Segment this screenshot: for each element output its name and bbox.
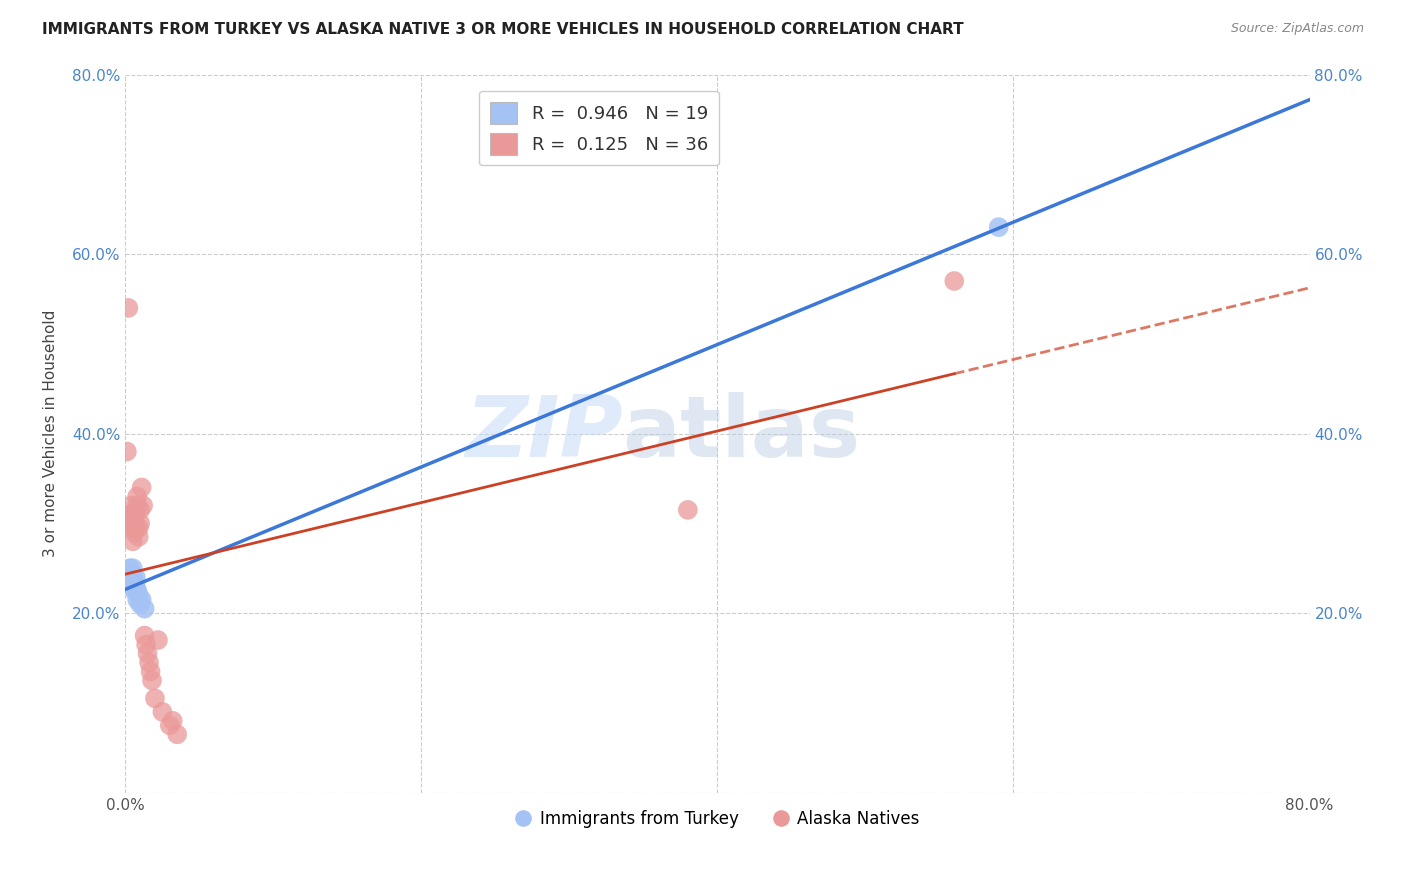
Point — [128, 521, 150, 535]
Point — [128, 530, 150, 544]
Point — [987, 220, 1010, 235]
Point — [135, 638, 157, 652]
Point — [131, 480, 153, 494]
Point — [134, 629, 156, 643]
Point — [127, 499, 149, 513]
Point — [943, 274, 966, 288]
Point — [122, 516, 145, 531]
Text: Source: ZipAtlas.com: Source: ZipAtlas.com — [1230, 22, 1364, 36]
Point — [139, 665, 162, 679]
Point — [129, 503, 152, 517]
Point — [127, 490, 149, 504]
Point — [129, 597, 152, 611]
Point — [127, 583, 149, 598]
Point — [118, 566, 141, 580]
Point — [121, 561, 143, 575]
Legend: Immigrants from Turkey, Alaska Natives: Immigrants from Turkey, Alaska Natives — [509, 804, 927, 835]
Point — [121, 570, 143, 584]
Text: ZIP: ZIP — [465, 392, 623, 475]
Point — [125, 508, 148, 522]
Point — [150, 705, 173, 719]
Point — [115, 444, 138, 458]
Point — [125, 579, 148, 593]
Point — [162, 714, 184, 728]
Point — [132, 499, 155, 513]
Point — [118, 508, 141, 522]
Point — [121, 534, 143, 549]
Point — [120, 574, 142, 589]
Point — [138, 656, 160, 670]
Point — [122, 525, 145, 540]
Point — [131, 592, 153, 607]
Point — [125, 570, 148, 584]
Point — [120, 499, 142, 513]
Point — [118, 516, 141, 531]
Point — [125, 521, 148, 535]
Point — [121, 579, 143, 593]
Point — [134, 601, 156, 615]
Point — [143, 691, 166, 706]
Point — [159, 718, 181, 732]
Point — [121, 521, 143, 535]
Point — [146, 633, 169, 648]
Y-axis label: 3 or more Vehicles in Household: 3 or more Vehicles in Household — [44, 310, 58, 558]
Point — [122, 574, 145, 589]
Point — [129, 516, 152, 531]
Point — [127, 592, 149, 607]
Point — [141, 673, 163, 688]
Point — [676, 503, 699, 517]
Point — [120, 508, 142, 522]
Text: atlas: atlas — [623, 392, 860, 475]
Point — [118, 561, 141, 575]
Text: IMMIGRANTS FROM TURKEY VS ALASKA NATIVE 3 OR MORE VEHICLES IN HOUSEHOLD CORRELAT: IMMIGRANTS FROM TURKEY VS ALASKA NATIVE … — [42, 22, 963, 37]
Point — [166, 727, 188, 741]
Point — [136, 647, 159, 661]
Point — [117, 570, 139, 584]
Point — [117, 301, 139, 315]
Point — [120, 566, 142, 580]
Point — [128, 588, 150, 602]
Point — [122, 583, 145, 598]
